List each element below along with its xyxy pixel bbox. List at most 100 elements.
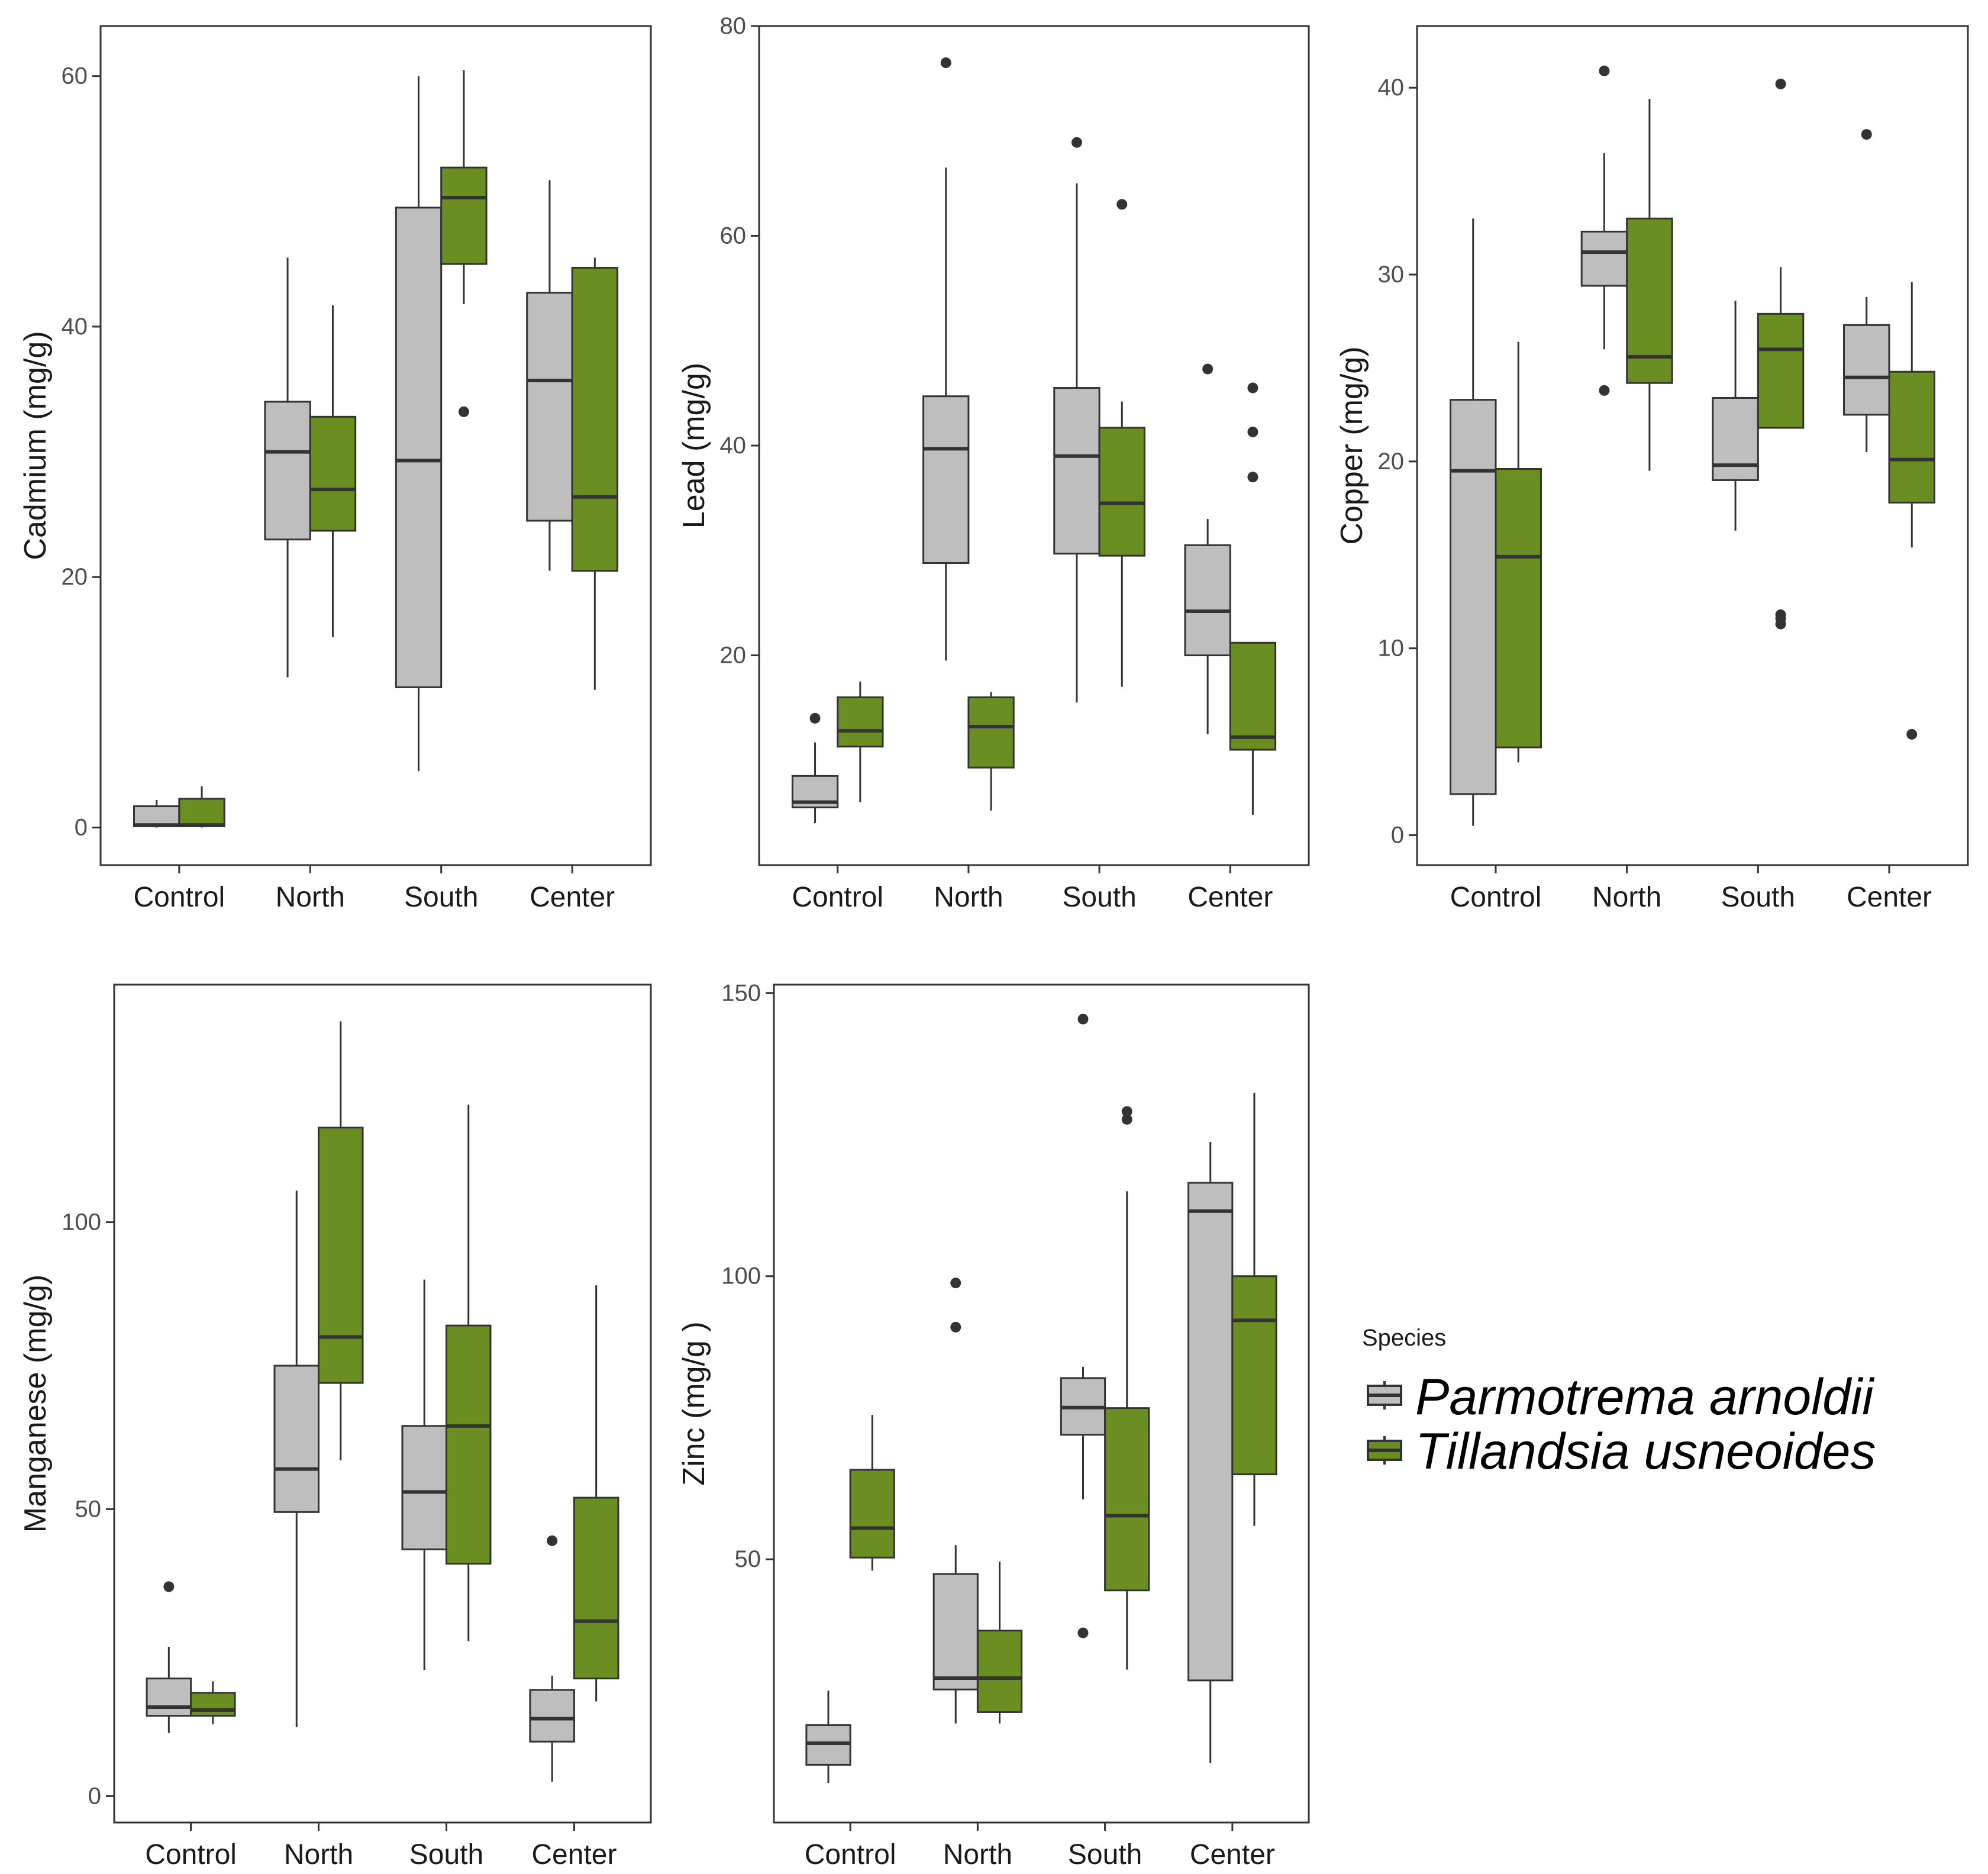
box-tillandsia-south <box>445 1104 492 1641</box>
outlier-point <box>1071 137 1082 148</box>
box-iqr <box>264 401 311 541</box>
box-parmotrema-north <box>1580 65 1628 396</box>
x-tick-label: Control <box>805 1839 896 1870</box>
box-iqr <box>529 1689 575 1743</box>
box-parmotrema-center <box>1187 1141 1234 1763</box>
panel-border <box>99 25 652 866</box>
box-tillandsia-center <box>573 1285 619 1702</box>
box-iqr <box>318 1126 364 1384</box>
outlier-point <box>1077 1014 1089 1025</box>
x-tick-label: North <box>934 882 1003 913</box>
box-iqr <box>1757 312 1805 429</box>
box-iqr <box>440 166 488 265</box>
x-tick-label: Control <box>1450 882 1542 913</box>
box-parmotrema-north <box>922 57 970 661</box>
y-tick-label: 0 <box>1391 822 1404 848</box>
box-iqr <box>1712 396 1759 481</box>
x-tick-label: South <box>404 882 478 913</box>
y-tick-label: 80 <box>720 13 747 39</box>
box-iqr <box>1843 324 1890 416</box>
x-tick-label: North <box>1592 882 1661 913</box>
outlier-point <box>809 712 821 724</box>
box-parmotrema-center <box>529 1535 575 1782</box>
outlier-point <box>1861 129 1872 140</box>
box-iqr <box>967 696 1015 769</box>
box-tillandsia-north <box>976 1561 1023 1724</box>
box-iqr <box>445 1324 492 1565</box>
box-parmotrema-north <box>932 1278 979 1724</box>
x-tick-label: Center <box>1187 882 1273 913</box>
box-iqr <box>178 798 225 827</box>
box-parmotrema-south <box>401 1279 447 1670</box>
box-tillandsia-north <box>1626 99 1673 471</box>
outlier-point <box>1775 78 1786 89</box>
outlier-point <box>1121 1114 1132 1125</box>
x-tick-label: North <box>284 1839 353 1870</box>
panel-lead: Lead (mg/g) 20 40 60 80 Control North South Cent… <box>677 13 1310 913</box>
y-tick-label: 0 <box>88 1783 101 1809</box>
box-iqr <box>401 1425 447 1550</box>
y-axis-title: Copper (mg/g) <box>1335 346 1369 544</box>
box-parmotrema-north <box>264 257 311 678</box>
box-iqr <box>573 1496 619 1680</box>
box-tillandsia-north <box>967 692 1015 811</box>
y-tick-label: 20 <box>62 564 88 590</box>
outlier-point <box>1121 1106 1132 1117</box>
x-tick-label: Control <box>792 882 883 913</box>
box-iqr <box>395 207 443 688</box>
outlier-point <box>1599 385 1610 396</box>
y-tick-label: 50 <box>735 1546 761 1572</box>
outlier-point <box>1247 426 1258 437</box>
box-iqr <box>932 1573 979 1691</box>
box-tillandsia-control <box>1495 341 1542 763</box>
y-tick-label: 150 <box>721 980 761 1006</box>
box-iqr <box>1104 1407 1150 1592</box>
box-tillandsia-south <box>440 70 488 417</box>
box-parmotrema-control <box>146 1581 192 1733</box>
outlier-point <box>950 1321 961 1333</box>
panel-border <box>113 983 652 1824</box>
box-tillandsia-north <box>318 1021 364 1461</box>
box-iqr <box>849 1469 895 1559</box>
box-iqr <box>1231 1275 1277 1476</box>
box-iqr <box>571 266 619 572</box>
legend-key-tillandsia <box>1367 1436 1402 1465</box>
x-tick-label: Center <box>530 882 615 913</box>
y-tick-label: 30 <box>1378 262 1405 288</box>
box-tillandsia-center <box>1888 282 1935 740</box>
legend: Species Parmotrema arnoldii Tillandsia u… <box>1362 1325 1876 1480</box>
panel-zinc: Zinc (mg/g ) 50 100 150 Control North South Cen… <box>677 980 1310 1870</box>
outlier-point <box>458 406 469 417</box>
outlier-point <box>547 1535 558 1546</box>
x-tick-label: South <box>409 1839 483 1870</box>
panel-manganese: Manganese (mg/g) 0 50 100 Control North South C… <box>18 983 652 1870</box>
box-iqr <box>190 1692 236 1717</box>
x-tick-label: Center <box>1190 1839 1275 1870</box>
y-tick-label: 0 <box>75 815 88 841</box>
y-tick-label: 100 <box>721 1263 761 1289</box>
outlier-point <box>1599 65 1610 76</box>
y-tick-label: 60 <box>62 63 88 89</box>
box-iqr <box>1053 387 1100 555</box>
box-tillandsia-south <box>1098 199 1145 687</box>
x-tick-label: North <box>943 1839 1012 1870</box>
x-tick-label: Center <box>531 1839 617 1870</box>
box-iqr <box>1495 467 1542 749</box>
outlier-point <box>1202 363 1214 375</box>
y-tick-label: 50 <box>75 1496 102 1522</box>
box-iqr <box>146 1678 192 1717</box>
box-parmotrema-control <box>133 799 180 828</box>
legend-label-parmotrema: Parmotrema arnoldii <box>1415 1369 1875 1425</box>
panel-cadmium: Cadmium (mg/g) 0 20 40 60 Control North South Ce… <box>18 25 652 913</box>
x-tick-label: Control <box>145 1839 237 1870</box>
y-tick-label: 100 <box>62 1209 101 1236</box>
outlier-point <box>1775 609 1786 620</box>
y-axis-title: Lead (mg/g) <box>677 363 711 528</box>
box-iqr <box>1187 1182 1234 1682</box>
legend-title: Species <box>1362 1325 1446 1351</box>
box-tillandsia-control <box>849 1415 895 1571</box>
panel-border <box>1416 25 1969 866</box>
box-iqr <box>526 292 573 522</box>
y-axis-title: Manganese (mg/g) <box>18 1275 53 1533</box>
